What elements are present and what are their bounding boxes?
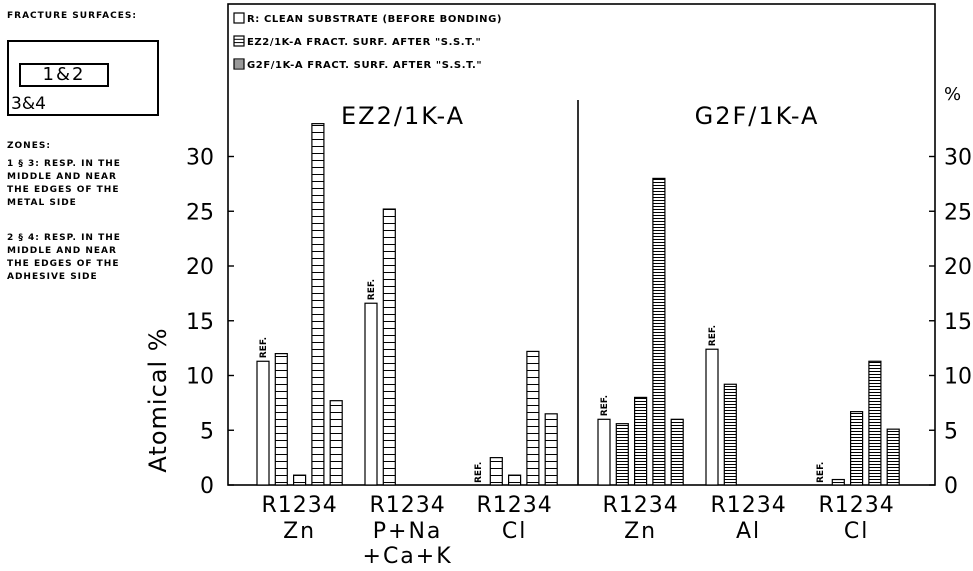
- bar-4: [545, 414, 557, 485]
- bar-1: [616, 424, 628, 485]
- bar-R: [706, 349, 718, 485]
- bar-1: [832, 480, 844, 485]
- legend-swatch-open: [234, 13, 244, 23]
- legend-label: R: CLEAN SUBSTRATE (BEFORE BONDING): [247, 14, 502, 25]
- x-tick-label: R1234: [818, 493, 894, 518]
- x-tick-label: R1234: [261, 493, 337, 518]
- y-tick-label-right: 30: [944, 146, 972, 171]
- legend-label: EZ2/1K-A FRACT. SURF. AFTER "S.S.T.": [247, 37, 481, 48]
- element-label: +Ca+K: [363, 544, 453, 569]
- y-tick-label-right: 25: [944, 200, 972, 225]
- y-tick-label-left: 20: [186, 255, 214, 280]
- bar-R: [598, 419, 610, 485]
- panel-title: G2F/1K-A: [695, 102, 820, 130]
- bar-3: [653, 178, 665, 485]
- element-label: Cl: [502, 519, 527, 544]
- element-label: Zn: [624, 519, 657, 544]
- element-label: P+Na: [373, 519, 443, 544]
- x-tick-label: R1234: [602, 493, 678, 518]
- y-tick-label-right: 10: [944, 365, 972, 390]
- y-tick-label-left: 15: [186, 310, 214, 335]
- ref-label: REF.: [259, 337, 269, 358]
- ref-label: REF.: [816, 462, 826, 483]
- y-tick-label-left: 0: [200, 474, 214, 499]
- bar-3: [869, 361, 881, 485]
- y-tick-label-right: 15: [944, 310, 972, 335]
- ref-label: REF.: [367, 279, 377, 300]
- y-axis-label: Atomical %: [144, 327, 172, 472]
- bar-1: [383, 209, 395, 485]
- bar-1: [275, 354, 287, 485]
- bar-1: [490, 458, 502, 485]
- y-tick-label-left: 30: [186, 146, 214, 171]
- bar-4: [887, 429, 899, 485]
- bar-2: [294, 475, 306, 485]
- legend-swatch-hlines: [234, 59, 244, 69]
- bar-2: [509, 475, 521, 485]
- ref-label: REF.: [600, 395, 610, 416]
- legend-swatch-grid: [234, 36, 244, 46]
- y-tick-label-left: 10: [186, 365, 214, 390]
- y-tick-label-left: 5: [200, 419, 214, 444]
- bar-4: [671, 419, 683, 485]
- bar-2: [851, 412, 863, 485]
- y-axis-unit-right: %: [944, 84, 961, 105]
- legend-label: G2F/1K-A FRACT. SURF. AFTER "S.S.T.": [247, 60, 482, 71]
- x-tick-label: R1234: [369, 493, 445, 518]
- bar-3: [527, 351, 539, 485]
- panel-title: EZ2/1K-A: [341, 102, 465, 130]
- y-tick-label-left: 25: [186, 200, 214, 225]
- ref-label: REF.: [708, 325, 718, 346]
- bar-3: [312, 124, 324, 485]
- y-tick-label-right: 5: [944, 419, 958, 444]
- x-tick-label: R1234: [476, 493, 552, 518]
- element-label: Zn: [283, 519, 316, 544]
- bar-R: [257, 361, 269, 485]
- x-tick-label: R1234: [710, 493, 786, 518]
- bar-2: [635, 397, 647, 485]
- ref-label: REF.: [474, 462, 484, 483]
- bar-1: [724, 384, 736, 485]
- bar-4: [330, 401, 342, 485]
- y-tick-label-right: 0: [944, 474, 958, 499]
- y-tick-label-right: 20: [944, 255, 972, 280]
- bar-R: [365, 303, 377, 485]
- element-label: Cl: [844, 519, 869, 544]
- element-label: Al: [736, 519, 761, 544]
